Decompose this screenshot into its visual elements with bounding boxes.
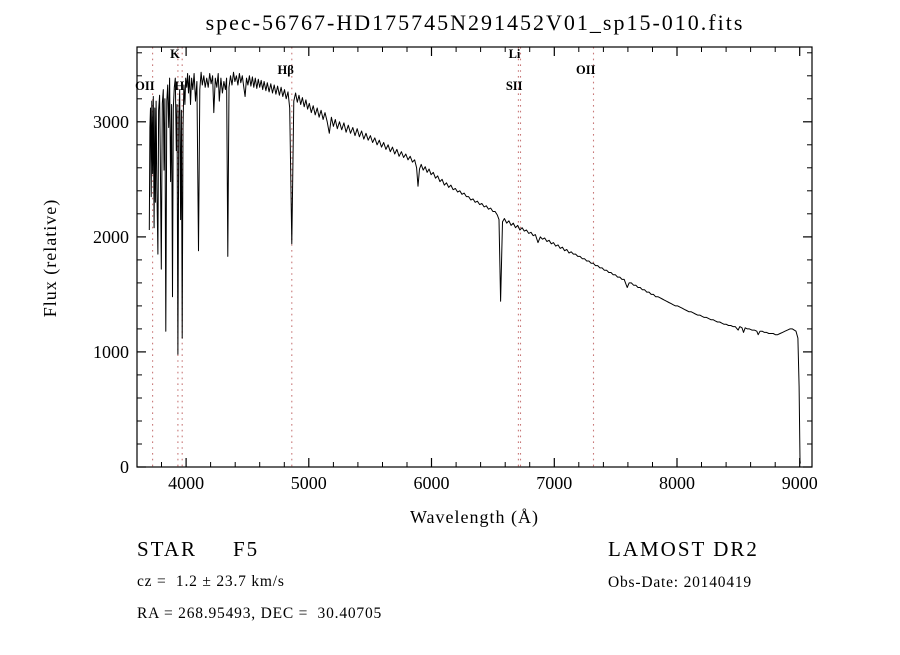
svg-text:4000: 4000 <box>168 473 204 493</box>
cz-value: cz = 1.2 ± 23.7 km/s <box>137 573 285 590</box>
survey-label: LAMOST DR2 <box>608 537 759 561</box>
svg-text:SII: SII <box>506 79 523 93</box>
classification-line: STAR F5 <box>137 537 259 562</box>
svg-text:2000: 2000 <box>93 227 129 247</box>
svg-text:9000: 9000 <box>782 473 818 493</box>
svg-text:3000: 3000 <box>93 112 129 132</box>
y-axis-label: Flux (relative) <box>40 198 60 318</box>
svg-text:1000: 1000 <box>93 342 129 362</box>
obs-date: Obs-Date: 20140419 <box>608 574 752 591</box>
object-class: STAR <box>137 537 197 561</box>
coordinates: RA = 268.95493, DEC = 30.40705 <box>137 605 383 622</box>
svg-text:8000: 8000 <box>659 473 695 493</box>
svg-text:OII: OII <box>135 79 155 93</box>
svg-text:5000: 5000 <box>291 473 327 493</box>
svg-text:7000: 7000 <box>536 473 572 493</box>
svg-text:6000: 6000 <box>414 473 450 493</box>
x-axis-label: Wavelength (Å) <box>409 507 539 527</box>
svg-text:OII: OII <box>576 63 596 77</box>
svg-text:0: 0 <box>120 457 129 477</box>
object-subclass: F5 <box>233 537 260 561</box>
svg-text:H: H <box>174 79 184 93</box>
svg-text:Li: Li <box>509 47 521 61</box>
svg-text:K: K <box>170 47 180 61</box>
plot-title: spec-56767-HD175745N291452V01_sp15-010.f… <box>205 10 745 35</box>
svg-text:Hβ: Hβ <box>277 63 294 77</box>
